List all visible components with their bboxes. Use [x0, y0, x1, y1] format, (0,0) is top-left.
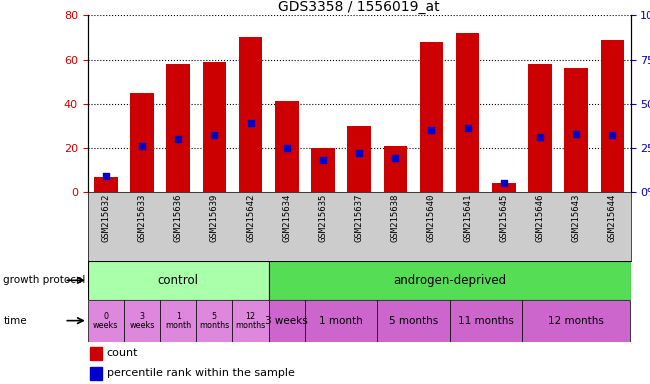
Text: 12 months: 12 months [549, 316, 604, 326]
Text: GSM215636: GSM215636 [174, 194, 183, 242]
Point [607, 132, 618, 139]
Bar [347, 126, 371, 192]
Text: 3
weeks: 3 weeks [129, 312, 155, 329]
Text: GSM215645: GSM215645 [499, 194, 508, 242]
Text: growth protocol: growth protocol [3, 275, 86, 285]
Bar [275, 101, 298, 192]
Point [535, 134, 545, 140]
Bar [456, 33, 480, 192]
Text: GSM215644: GSM215644 [608, 194, 617, 242]
Bar [90, 347, 103, 359]
Text: GSM215632: GSM215632 [101, 194, 111, 242]
Point [246, 120, 256, 126]
Point [354, 150, 364, 156]
Bar [130, 93, 154, 192]
Text: GSM215634: GSM215634 [282, 194, 291, 242]
Text: GSM215639: GSM215639 [210, 194, 219, 242]
Text: GSM215637: GSM215637 [355, 194, 363, 242]
Point [318, 157, 328, 163]
Text: GSM215643: GSM215643 [572, 194, 580, 242]
Bar [268, 261, 630, 300]
Bar [239, 38, 263, 192]
Bar [166, 64, 190, 192]
Bar [564, 68, 588, 192]
Title: GDS3358 / 1556019_at: GDS3358 / 1556019_at [278, 0, 440, 14]
Text: 12
months: 12 months [235, 312, 266, 329]
Bar [377, 300, 450, 342]
Bar [450, 300, 522, 342]
Bar [88, 300, 124, 342]
Text: 0
weeks: 0 weeks [93, 312, 118, 329]
Text: control: control [158, 274, 199, 287]
Bar [233, 300, 268, 342]
Point [499, 180, 509, 186]
Bar [522, 300, 630, 342]
Bar [528, 64, 552, 192]
Bar [88, 261, 268, 300]
Point [571, 131, 581, 137]
Bar [90, 367, 103, 380]
Bar [601, 40, 624, 192]
Point [426, 127, 437, 133]
Text: GSM215641: GSM215641 [463, 194, 472, 242]
Point [462, 125, 473, 131]
Text: GSM215640: GSM215640 [427, 194, 436, 242]
Bar [311, 148, 335, 192]
Bar [203, 62, 226, 192]
Text: androgen-deprived: androgen-deprived [393, 274, 506, 287]
Bar [268, 300, 305, 342]
Bar [420, 42, 443, 192]
Point [173, 136, 183, 142]
Text: 11 months: 11 months [458, 316, 514, 326]
Text: 1
month: 1 month [165, 312, 191, 329]
Bar [384, 146, 407, 192]
Point [281, 145, 292, 151]
Text: time: time [3, 316, 27, 326]
Bar [160, 300, 196, 342]
Text: GSM215635: GSM215635 [318, 194, 328, 242]
Point [101, 173, 111, 179]
Text: GSM215633: GSM215633 [138, 194, 146, 242]
Text: count: count [107, 348, 138, 358]
Point [136, 143, 147, 149]
Text: 5
months: 5 months [200, 312, 229, 329]
Point [209, 132, 220, 139]
Bar [305, 300, 377, 342]
Bar [196, 300, 233, 342]
Text: GSM215642: GSM215642 [246, 194, 255, 242]
Text: percentile rank within the sample: percentile rank within the sample [107, 368, 294, 379]
Text: 3 weeks: 3 weeks [265, 316, 308, 326]
Text: GSM215646: GSM215646 [536, 194, 545, 242]
Text: 5 months: 5 months [389, 316, 438, 326]
Text: 1 month: 1 month [319, 316, 363, 326]
Bar [124, 300, 160, 342]
Text: GSM215638: GSM215638 [391, 194, 400, 242]
Bar [492, 183, 515, 192]
Bar [94, 177, 118, 192]
Point [390, 156, 400, 162]
